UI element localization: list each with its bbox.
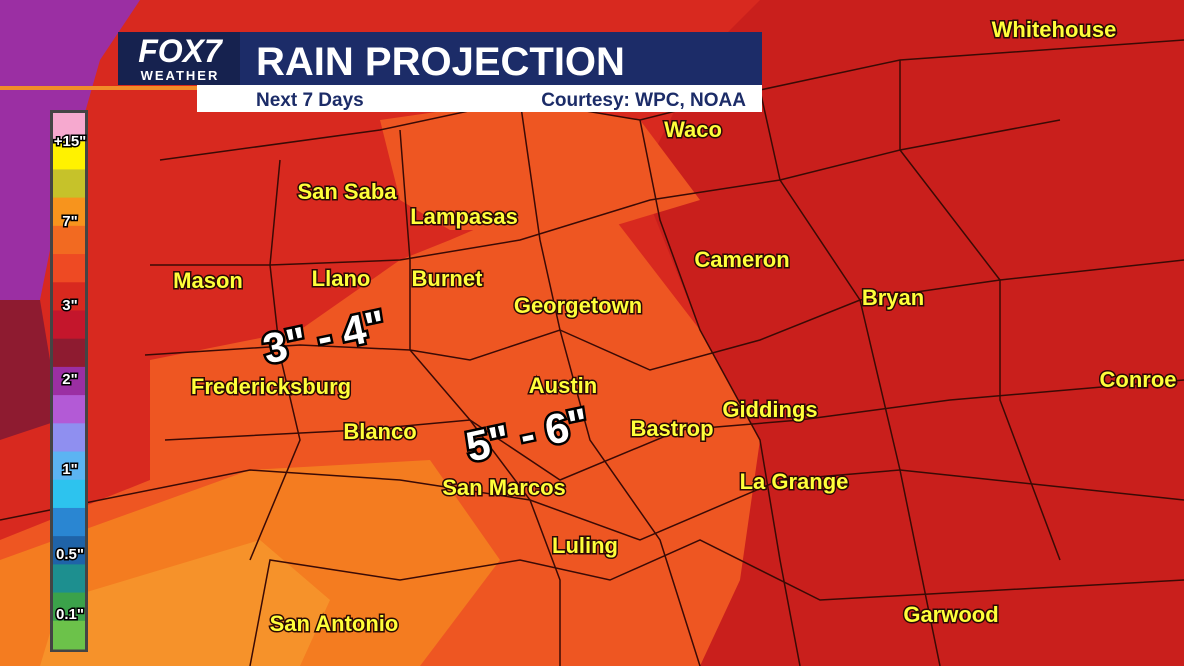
city-label: San Antonio — [270, 611, 399, 636]
legend-swatch — [53, 141, 85, 170]
city-label: Whitehouse — [992, 17, 1117, 42]
city-label: Bryan — [862, 285, 924, 310]
legend-swatch — [53, 254, 85, 283]
lightest-orange — [40, 540, 330, 666]
legend-swatch — [53, 310, 85, 340]
city-label: Mason — [173, 268, 243, 293]
legend-swatch — [53, 338, 85, 368]
title-bar — [240, 32, 762, 85]
credit: Courtesy: WPC, NOAA — [541, 90, 746, 111]
legend-swatch — [53, 113, 85, 142]
legend-swatch — [53, 620, 85, 650]
legend: +15" 7" 3" 2" 1" 0.5" 0.1" — [50, 110, 88, 652]
legend-label: 3" — [62, 297, 77, 314]
legend-swatch — [53, 536, 85, 565]
east-region — [640, 0, 1184, 666]
subtitle: Next 7 Days — [256, 90, 364, 111]
city-label: Fredericksburg — [191, 374, 351, 399]
legend-swatch — [53, 507, 85, 537]
legend-swatch — [53, 592, 85, 622]
city-label: Garwood — [903, 602, 998, 627]
city-label: Blanco — [343, 419, 416, 444]
dark-region — [0, 300, 60, 440]
city-label: Lampasas — [410, 204, 518, 229]
legend-swatch — [53, 479, 85, 509]
city-label: Llano — [312, 266, 371, 291]
orange-north — [380, 100, 700, 230]
city-label: Waco — [664, 117, 722, 142]
city-label: San Saba — [297, 179, 397, 204]
county-lines — [0, 39, 1184, 666]
city-label: Conroe — [1100, 367, 1177, 392]
legend-swatch — [53, 169, 85, 199]
city-label: Georgetown — [514, 293, 642, 318]
legend-swatch — [53, 282, 85, 311]
legend-label: 2" — [62, 371, 77, 388]
legend-swatch — [53, 564, 85, 594]
legend-label: 0.5" — [56, 546, 84, 563]
city-label: La Grange — [740, 469, 849, 494]
city-label: Austin — [529, 373, 597, 398]
legend-label: +15" — [54, 133, 87, 150]
legend-swatch — [53, 395, 85, 424]
legend-swatch — [53, 451, 85, 481]
city-label: Cameron — [694, 247, 789, 272]
city-label: Burnet — [412, 266, 484, 291]
subtitle-bar — [197, 85, 762, 112]
city-label: San Marcos — [442, 475, 566, 500]
labels: Whitehouse Waco San Saba Lampasas Cameron Mas… — [172, 15, 1178, 637]
logo-box — [118, 32, 240, 85]
header-rule — [0, 86, 197, 90]
title: RAIN PROJECTION — [256, 40, 625, 84]
city-label: Giddings — [722, 397, 817, 422]
logo-sub: WEATHER — [141, 68, 220, 83]
legend-swatch — [53, 197, 85, 227]
legend-swatch — [53, 366, 85, 396]
legend-swatch — [53, 225, 85, 255]
logo: FOX7 — [138, 33, 224, 69]
city-label: Bastrop — [630, 416, 713, 441]
legend-label: 1" — [62, 461, 77, 478]
legend-label: 0.1" — [56, 606, 84, 623]
city-label: Luling — [552, 533, 618, 558]
legend-label: 7" — [62, 213, 77, 230]
legend-swatch — [53, 423, 85, 453]
